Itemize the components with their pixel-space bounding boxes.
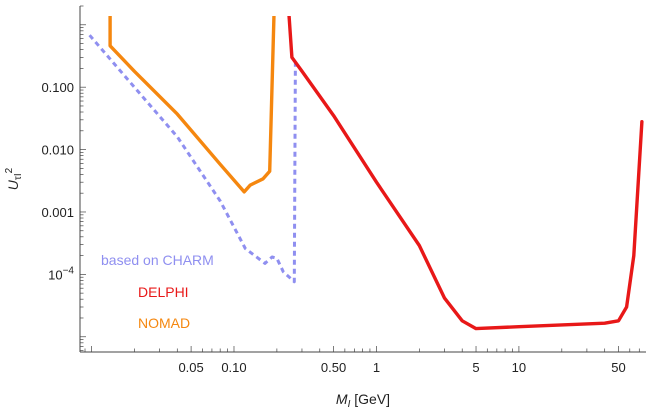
y-tick-label: 10−4: [48, 265, 74, 282]
legend-entry: based on CHARM: [101, 252, 214, 268]
axes: 0.05 0.10 0.50 1 5 10 50 10−4 0.001 0.010 0.100: [41, 5, 646, 375]
series-line-based-on-charm: [88, 34, 297, 284]
x-tick-label: 0.50: [321, 360, 346, 375]
y-tick-label: 0.100: [41, 80, 74, 95]
legend: based on CHARM DELPHI NOMAD: [101, 252, 214, 331]
x-tick-label: 50: [611, 360, 625, 375]
x-tick-label: 10: [512, 360, 526, 375]
x-tick-label: 1: [373, 360, 380, 375]
legend-entry: DELPHI: [138, 284, 189, 300]
x-tick-label: 0.10: [221, 360, 246, 375]
series-line-delphi: [287, 16, 644, 331]
y-axis-label: UτI2: [4, 167, 24, 190]
legend-entry: NOMAD: [138, 315, 190, 331]
x-axis-label: MI [GeV]: [336, 391, 390, 410]
y-tick-label: 0.010: [41, 143, 74, 158]
y-tick-label: 0.001: [41, 205, 74, 220]
series-line-nomad: [108, 16, 276, 194]
plot-series: [88, 16, 644, 331]
x-tick-label: 5: [472, 360, 479, 375]
x-tick-label: 0.05: [178, 360, 203, 375]
